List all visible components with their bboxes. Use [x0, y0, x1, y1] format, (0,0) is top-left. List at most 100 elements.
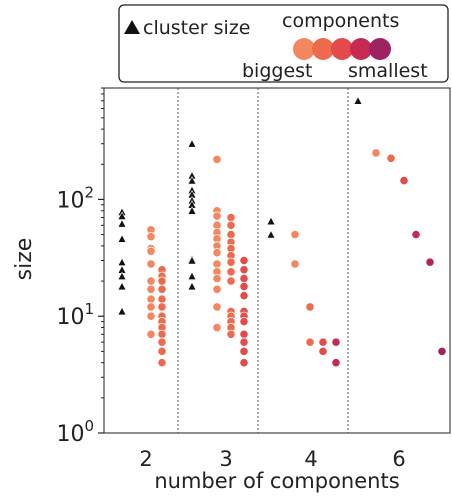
component-size-point	[146, 311, 156, 321]
component-size-point	[146, 259, 156, 269]
component-size-point	[290, 259, 300, 269]
component-size-point	[239, 281, 249, 292]
component-size-point	[157, 346, 167, 356]
x-tick-label: 6	[392, 447, 405, 471]
legend-swatches	[293, 38, 391, 60]
component-size-point	[411, 229, 421, 240]
component-size-point	[212, 248, 222, 258]
cluster-size-point	[117, 234, 127, 243]
component-size-point	[226, 212, 236, 223]
component-size-point	[239, 358, 249, 368]
component-size-point	[146, 276, 156, 286]
component-size-point	[290, 229, 300, 240]
component-size-point	[146, 329, 156, 339]
component-size-point	[239, 337, 249, 347]
component-size-point	[157, 358, 167, 368]
y-axis-label: size	[12, 238, 37, 281]
component-size-point	[212, 154, 222, 165]
component-size-point	[305, 337, 315, 347]
component-size-point	[212, 322, 222, 333]
cluster-size-point	[187, 139, 197, 148]
x-tick-labels: 2 3 4 6	[139, 447, 405, 471]
cluster-size-point	[117, 219, 127, 228]
legend-swatch	[350, 38, 372, 60]
component-size-point	[226, 329, 236, 339]
component-size-point	[371, 148, 381, 158]
component-size-point	[386, 153, 396, 163]
component-size-point	[146, 302, 156, 312]
cluster-size-point	[266, 229, 276, 239]
y-tick-label: 100	[56, 417, 94, 447]
cluster-size-point	[117, 281, 127, 291]
component-size-point	[212, 273, 222, 284]
component-size-point	[226, 267, 236, 277]
component-size-point	[239, 346, 249, 356]
x-tick-label: 4	[304, 447, 317, 471]
x-axis-label: number of components	[154, 469, 399, 493]
component-size-point	[146, 246, 156, 256]
legend-smallest-label: smallest	[348, 60, 428, 82]
legend-swatch	[312, 38, 334, 60]
legend-cluster-label: cluster size	[143, 17, 251, 39]
x-tick-label: 3	[219, 447, 232, 471]
cluster-size-point	[187, 206, 197, 215]
component-size-point	[157, 284, 167, 294]
component-size-point	[212, 302, 222, 312]
legend-swatch	[293, 38, 315, 60]
component-size-point	[239, 291, 249, 301]
component-size-point	[157, 302, 167, 312]
component-size-point	[305, 302, 315, 312]
legend-swatch	[331, 38, 353, 60]
component-size-point	[226, 257, 236, 267]
triangle-marker-icon	[124, 20, 140, 34]
component-size-point	[331, 358, 341, 368]
cluster-size-point	[187, 175, 197, 185]
data-points	[117, 96, 447, 368]
component-size-point	[399, 175, 409, 186]
component-size-point	[157, 337, 167, 347]
component-size-point	[157, 276, 167, 286]
cluster-size-point	[117, 271, 127, 281]
component-size-point	[425, 257, 435, 267]
component-size-point	[331, 337, 341, 347]
cluster-size-point	[187, 281, 197, 291]
component-size-point	[226, 276, 236, 286]
x-tick-label: 2	[139, 447, 152, 471]
component-size-point	[146, 294, 156, 304]
y-minor-ticks	[101, 87, 104, 399]
cluster-size-point	[353, 96, 363, 105]
y-major-ticks: 100 101 102	[56, 183, 104, 447]
component-size-point	[226, 220, 236, 230]
component-size-point	[239, 265, 249, 275]
component-size-point	[146, 232, 156, 242]
component-size-point	[239, 255, 249, 266]
component-size-point	[226, 229, 236, 240]
group-separators	[177, 88, 349, 433]
legend: cluster size components biggest smallest	[118, 4, 449, 83]
component-size-point	[318, 346, 328, 356]
component-size-point	[212, 211, 222, 221]
component-size-point	[239, 316, 249, 327]
cluster-size-point	[266, 216, 276, 226]
component-size-point	[146, 284, 156, 294]
legend-components-title: components	[282, 10, 399, 32]
component-size-point	[437, 346, 447, 356]
legend-biggest-label: biggest	[242, 60, 313, 82]
cluster-size-point	[117, 306, 127, 316]
y-tick-label: 102	[56, 183, 94, 213]
component-size-point	[157, 329, 167, 339]
legend-swatch	[369, 38, 391, 60]
component-size-point	[212, 284, 222, 294]
component-size-point	[239, 329, 249, 339]
y-tick-label: 101	[56, 300, 94, 330]
component-size-point	[239, 273, 249, 284]
component-size-point	[318, 337, 328, 347]
cluster-size-point	[187, 271, 197, 281]
component-size-point	[212, 259, 222, 269]
plot-frame	[103, 87, 451, 434]
cluster-size-point	[187, 255, 197, 265]
plot-area: 100 101 102 2 3 4 6	[56, 87, 451, 471]
legend-frame	[118, 4, 449, 83]
component-size-point	[157, 294, 167, 304]
